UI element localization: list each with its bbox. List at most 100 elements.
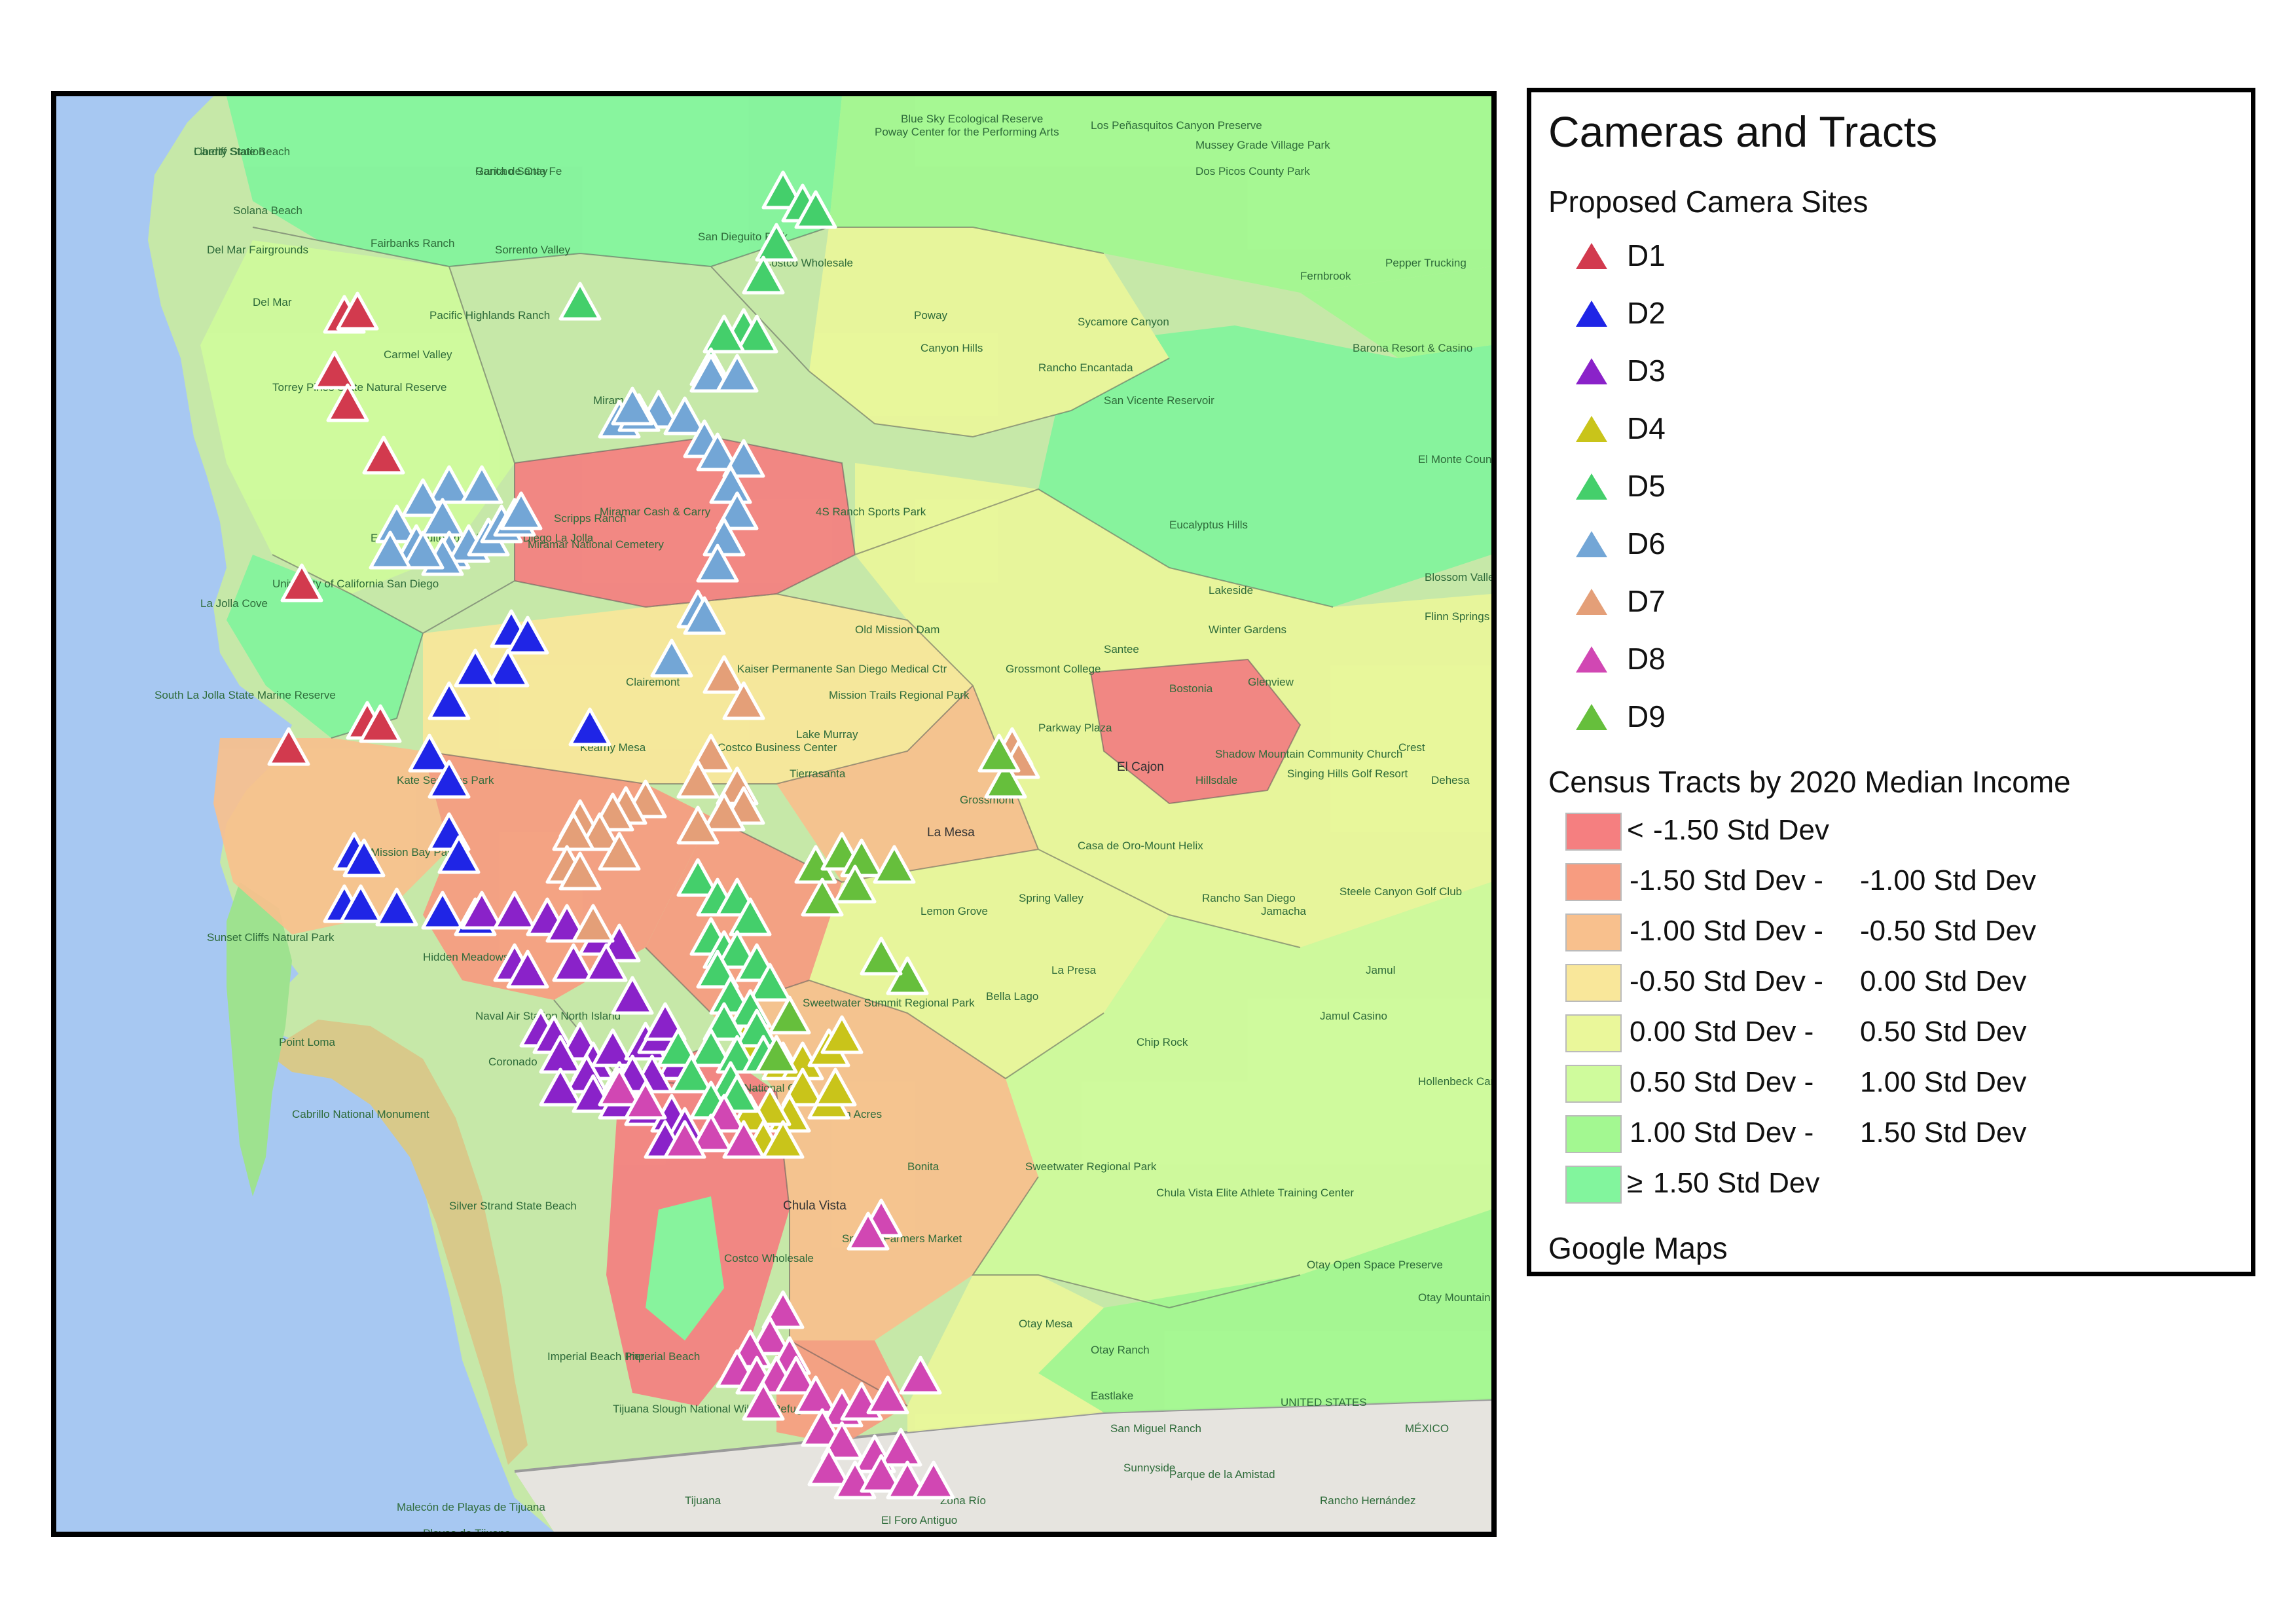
camera-marker-d2[interactable] xyxy=(428,681,471,720)
camera-marker-d8[interactable] xyxy=(801,1408,844,1447)
camera-marker-d4[interactable] xyxy=(761,1120,805,1159)
camera-marker-d6[interactable] xyxy=(716,491,759,530)
camera-marker-d8[interactable] xyxy=(860,1454,903,1493)
camera-marker-d2[interactable] xyxy=(342,838,386,877)
camera-marker-d5[interactable] xyxy=(702,314,746,354)
camera-marker-d4[interactable] xyxy=(820,1015,864,1054)
camera-marker-d2[interactable] xyxy=(568,707,611,747)
camera-marker-d5[interactable] xyxy=(748,963,792,1002)
camera-marker-d8[interactable] xyxy=(899,1356,942,1395)
camera-marker-d6[interactable] xyxy=(428,465,471,504)
camera-marker-d1[interactable] xyxy=(359,704,402,743)
camera-marker-d6[interactable] xyxy=(401,530,445,570)
camera-marker-d9[interactable] xyxy=(873,845,916,884)
camera-marker-d6[interactable] xyxy=(716,354,759,393)
camera-marker-d1[interactable] xyxy=(326,383,369,422)
camera-marker-d8[interactable] xyxy=(663,1120,706,1159)
camera-marker-d6[interactable] xyxy=(421,498,464,537)
camera-marker-d4[interactable] xyxy=(781,1067,824,1107)
camera-marker-d2[interactable] xyxy=(486,648,530,688)
camera-marker-d2[interactable] xyxy=(428,760,471,799)
camera-marker-d5[interactable] xyxy=(657,1028,700,1067)
camera-marker-d7[interactable] xyxy=(552,812,595,851)
camera-marker-d8[interactable] xyxy=(820,1421,864,1460)
camera-marker-d5[interactable] xyxy=(794,190,837,229)
camera-marker-d3[interactable] xyxy=(552,943,595,982)
camera-marker-d6[interactable] xyxy=(460,465,503,504)
camera-marker-d6[interactable] xyxy=(611,386,654,426)
camera-marker-d7[interactable] xyxy=(702,792,746,832)
camera-marker-d2[interactable] xyxy=(408,733,451,773)
camera-marker-d3[interactable] xyxy=(493,891,536,930)
camera-marker-d9[interactable] xyxy=(860,936,903,976)
camera-marker-d9[interactable] xyxy=(833,864,877,904)
camera-marker-d3[interactable] xyxy=(591,1028,634,1067)
camera-marker-d5[interactable] xyxy=(676,858,720,897)
camera-marker-d6[interactable] xyxy=(696,432,739,471)
camera-marker-d5[interactable] xyxy=(670,1054,713,1094)
camera-marker-d9[interactable] xyxy=(801,877,844,917)
camera-marker-d7[interactable] xyxy=(598,832,641,871)
camera-marker-d8[interactable] xyxy=(722,1120,765,1159)
camera-marker-d1[interactable] xyxy=(267,727,310,766)
camera-marker-d8[interactable] xyxy=(774,1356,818,1395)
camera-marker-d2[interactable] xyxy=(437,835,481,874)
camera-markers[interactable] xyxy=(267,170,1040,1500)
camera-marker-d5[interactable] xyxy=(755,223,798,262)
camera-marker-d9[interactable] xyxy=(977,733,1021,773)
camera-marker-d5[interactable] xyxy=(742,255,785,295)
camera-marker-d2[interactable] xyxy=(421,891,464,930)
camera-marker-d3[interactable] xyxy=(539,1067,582,1107)
camera-marker-d8[interactable] xyxy=(742,1382,785,1421)
camera-marker-d2[interactable] xyxy=(375,887,418,927)
camera-marker-d9[interactable] xyxy=(886,956,929,995)
camera-marker-d9[interactable] xyxy=(984,760,1027,799)
camera-marker-d7[interactable] xyxy=(689,733,733,773)
camera-marker-d3[interactable] xyxy=(585,943,628,982)
camera-marker-d8[interactable] xyxy=(689,1113,733,1153)
camera-marker-d3[interactable] xyxy=(644,1002,687,1041)
camera-marker-d1[interactable] xyxy=(362,435,405,475)
camera-marker-d7[interactable] xyxy=(558,851,602,891)
camera-marker-d2[interactable] xyxy=(506,616,549,655)
camera-marker-d6[interactable] xyxy=(722,439,765,478)
camera-marker-d8[interactable] xyxy=(866,1375,909,1414)
camera-marker-d1[interactable] xyxy=(336,291,379,331)
camera-marker-d1[interactable] xyxy=(313,350,356,390)
camera-marker-d2[interactable] xyxy=(339,884,382,923)
camera-marker-d8[interactable] xyxy=(879,1428,922,1467)
camera-marker-d7[interactable] xyxy=(722,681,765,720)
camera-marker-d6[interactable] xyxy=(696,544,739,583)
camera-marker-d6[interactable] xyxy=(663,396,706,435)
camera-marker-d5[interactable] xyxy=(558,282,602,321)
census-tract-map[interactable]: Rancho Santa Fe Cardiff State Beach Solana… xyxy=(56,96,1491,1532)
camera-marker-d6[interactable] xyxy=(500,491,543,530)
camera-marker-d7[interactable] xyxy=(572,904,615,943)
camera-marker-d6[interactable] xyxy=(683,596,726,635)
camera-marker-d6[interactable] xyxy=(401,478,445,517)
camera-marker-d3[interactable] xyxy=(460,891,503,930)
camera-marker-d7[interactable] xyxy=(676,805,720,845)
camera-marker-d3[interactable] xyxy=(611,976,654,1015)
camera-marker-d5[interactable] xyxy=(729,897,772,936)
camera-marker-d8[interactable] xyxy=(912,1460,955,1500)
camera-marker-d5[interactable] xyxy=(761,170,805,210)
camera-marker-d7[interactable] xyxy=(702,655,746,694)
camera-marker-d5[interactable] xyxy=(696,950,739,989)
camera-marker-d5[interactable] xyxy=(735,314,778,354)
map-frame[interactable]: Rancho Santa Fe Cardiff State Beach Solana… xyxy=(51,91,1497,1537)
camera-marker-d6[interactable] xyxy=(369,530,412,570)
camera-marker-d9[interactable] xyxy=(768,995,811,1035)
camera-marker-d8[interactable] xyxy=(761,1290,805,1329)
camera-marker-d8[interactable] xyxy=(847,1211,890,1251)
camera-marker-d5[interactable] xyxy=(689,1028,733,1067)
camera-marker-d7[interactable] xyxy=(676,760,720,799)
camera-marker-d3[interactable] xyxy=(506,950,549,989)
camera-marker-d9[interactable] xyxy=(755,1035,798,1074)
camera-marker-d1[interactable] xyxy=(280,563,323,602)
camera-marker-d5[interactable] xyxy=(702,1002,746,1041)
camera-marker-d5[interactable] xyxy=(716,930,759,969)
camera-marker-d8[interactable] xyxy=(624,1080,667,1120)
camera-marker-d4[interactable] xyxy=(814,1067,857,1107)
camera-marker-d2[interactable] xyxy=(454,648,497,688)
